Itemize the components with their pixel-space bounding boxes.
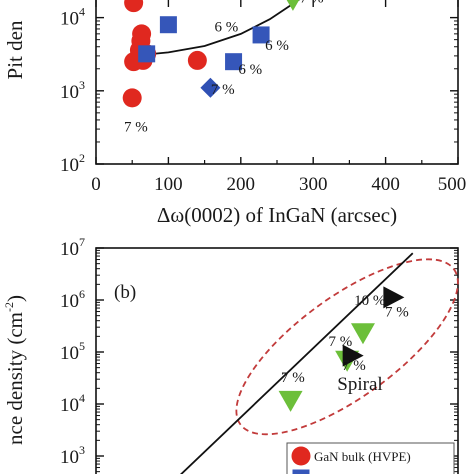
data-point-b-triangle-down <box>350 323 375 345</box>
legend-box-b <box>286 442 455 474</box>
data-point-b-triangle-down <box>278 390 303 412</box>
data-point-b-triangle-right <box>383 286 405 309</box>
annotation-b: 10 % <box>354 293 385 309</box>
y-axis-label-a: Pit den <box>3 20 27 79</box>
plot-frame-a <box>95 0 459 165</box>
data-point-a-circle <box>132 24 152 44</box>
y-tick-label-a: 103 <box>60 78 85 103</box>
x-tick-label-a: 500 <box>438 174 467 195</box>
annotation-a: 6 % <box>214 19 238 35</box>
y-tick-label-b: 107 <box>60 235 85 260</box>
annotation-b: 7 % <box>385 305 409 321</box>
data-point-a-square <box>138 45 156 63</box>
x-tick-label-a: 0 <box>91 174 101 195</box>
data-point-a-square <box>252 26 270 44</box>
y-axis-label-b: nce density (cm-2) <box>2 295 27 445</box>
y-tick-label-b: 105 <box>60 339 85 364</box>
data-point-a-square <box>159 16 177 34</box>
legend-b: GaN bulk (HVPE) GaN bulk (Na-flux) <box>286 442 455 474</box>
x-tick-label-a: 200 <box>227 174 256 195</box>
x-axis-label-a: Δω(0002) of InGaN (arcsec) <box>157 203 397 227</box>
data-point-a-diamond <box>200 77 221 98</box>
y-tick-label-b: 103 <box>60 443 85 468</box>
annotation-a: 7 % <box>211 82 235 98</box>
annotation-a: 6 % <box>238 62 262 78</box>
data-point-a-circle <box>124 0 144 13</box>
spiral-label-b: Spiral <box>337 374 382 395</box>
annotation-b: 7 % <box>281 370 305 386</box>
data-point-b-triangle-right <box>342 344 364 367</box>
legend-label-b: GaN bulk (Na-flux) <box>314 471 417 474</box>
y-tick-label-b: 104 <box>60 391 85 416</box>
y-tick-label-a: 102 <box>60 151 85 176</box>
annotation-a: 7 % <box>124 119 148 135</box>
legend-marker-b <box>292 469 310 474</box>
y-tick-label-b: 106 <box>60 287 85 312</box>
plot-frame-b <box>95 247 459 474</box>
legend-label-b: GaN bulk (HVPE) <box>314 449 411 464</box>
legend-marker-b <box>291 446 311 466</box>
fit-line-b <box>180 252 414 474</box>
highlight-ellipse-b <box>235 258 459 436</box>
annotation-b: 7 % <box>342 358 366 374</box>
panel-label-b: (b) <box>114 282 136 303</box>
x-tick-label-a: 100 <box>154 174 183 195</box>
x-tick-label-a: 400 <box>371 174 400 195</box>
annotation-a: 7 % <box>300 0 324 7</box>
data-point-a-square <box>225 53 243 71</box>
annotation-b: 7 % <box>328 334 352 350</box>
annotation-a: 6 % <box>265 38 289 54</box>
data-point-a-triangle-down <box>286 0 300 11</box>
data-point-a-circle <box>187 50 207 70</box>
y-tick-label-a: 104 <box>60 5 85 30</box>
data-point-a-circle <box>122 88 142 108</box>
x-tick-label-a: 300 <box>299 174 328 195</box>
